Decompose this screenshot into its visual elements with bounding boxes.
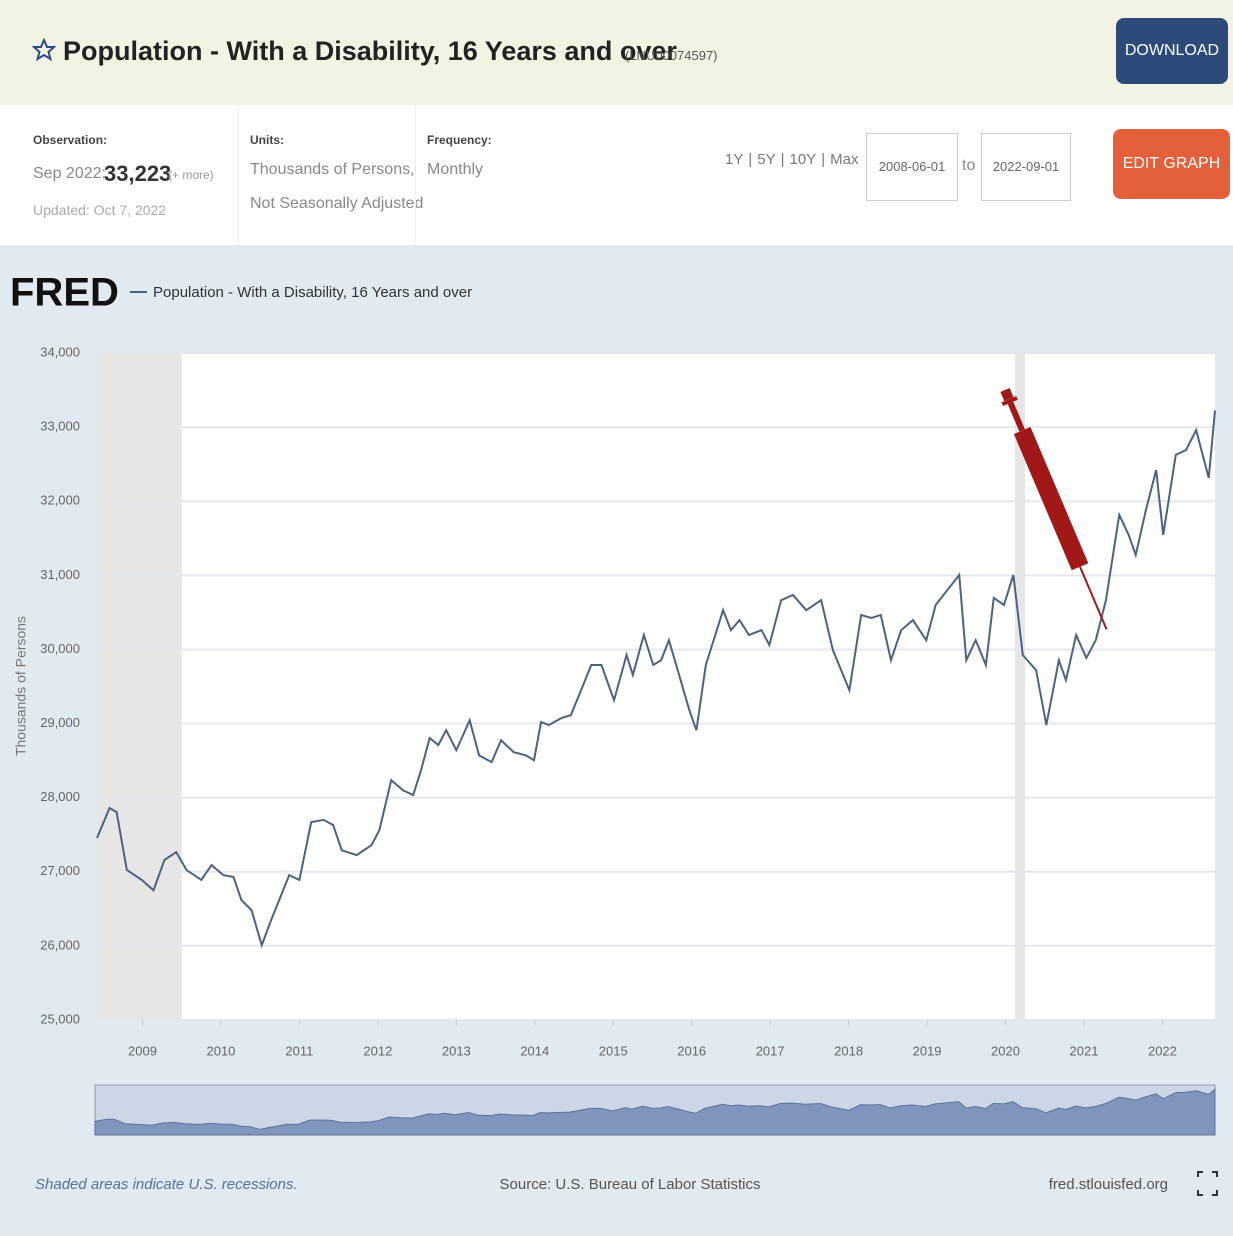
x-tick-label: 2022 <box>1148 1043 1177 1058</box>
y-tick-label: 27,000 <box>40 863 80 878</box>
y-tick-label: 32,000 <box>40 493 80 508</box>
x-tick-label: 2012 <box>363 1043 392 1058</box>
series-id: (LNU00074597) <box>625 48 718 63</box>
info-bar: Observation: Sep 2022: 33,223 (+ more) U… <box>0 105 1233 245</box>
x-tick-label: 2018 <box>834 1043 863 1058</box>
updated: Updated: Oct 7, 2022 <box>33 202 167 218</box>
x-tick-label: 2010 <box>206 1043 235 1058</box>
frequency: Monthly <box>427 161 484 178</box>
x-tick-label: 2009 <box>128 1043 157 1058</box>
range-link[interactable]: 1Y <box>725 151 744 168</box>
download-button[interactable]: DOWNLOAD <box>1116 18 1228 84</box>
x-tick-label: 2013 <box>442 1043 471 1058</box>
start-date-input[interactable]: 2008-06-01 <box>866 133 958 201</box>
navigator-area <box>94 1088 1216 1136</box>
star-icon[interactable] <box>32 38 56 62</box>
source: Source: U.S. Bureau of Labor Statistics <box>500 1176 761 1193</box>
observation-date: Sep 2022: <box>33 165 106 182</box>
range-link[interactable]: 10Y <box>789 151 817 168</box>
x-tick-label: 2020 <box>991 1043 1020 1058</box>
y-tick-label: 34,000 <box>40 344 80 359</box>
y-tick-label: 30,000 <box>40 641 80 656</box>
recession-note: Shaded areas indicate U.S. recessions. <box>35 1176 298 1193</box>
plot-area <box>97 353 1215 1020</box>
observation-label: Observation: <box>33 133 108 147</box>
units-label: Units: <box>250 133 284 147</box>
syringe-annotation <box>1000 388 1108 630</box>
units-line: Thousands of Persons, <box>250 161 415 178</box>
y-tick-label: 31,000 <box>40 567 80 582</box>
to-label: to <box>962 157 976 174</box>
y-tick-label: 33,000 <box>40 419 80 434</box>
data-line <box>96 410 1216 949</box>
x-tick-label: 2017 <box>756 1043 785 1058</box>
legend-label: Population - With a Disability, 16 Years… <box>153 284 472 301</box>
fred-logo: FRED <box>10 271 119 315</box>
y-tick-label: 28,000 <box>40 789 80 804</box>
separator: | <box>748 151 753 168</box>
title: Population - With a Disability, 16 Years… <box>63 36 677 66</box>
edit-graph-button[interactable]: EDIT GRAPH <box>1113 129 1230 199</box>
x-tick-label: 2019 <box>913 1043 942 1058</box>
more-link[interactable]: (+ more) <box>168 168 214 182</box>
site: fred.stlouisfed.org <box>1049 1176 1168 1193</box>
recession-shade <box>97 353 182 1020</box>
range-links: 1Y | 5Y | 10Y | Max <box>725 151 858 168</box>
divider <box>415 105 416 245</box>
x-tick-label: 2015 <box>599 1043 628 1058</box>
end-date-input[interactable]: 2022-09-01 <box>981 133 1071 201</box>
frequency-label: Frequency: <box>427 133 492 147</box>
x-tick-label: 2016 <box>677 1043 706 1058</box>
recession-shade <box>1014 353 1026 1020</box>
fullscreen-icon[interactable] <box>1197 1171 1218 1196</box>
range-link[interactable]: 5Y <box>757 151 776 168</box>
units-line: Not Seasonally Adjusted <box>250 195 424 212</box>
y-tick-label: 29,000 <box>40 715 80 730</box>
y-tick-label: 25,000 <box>40 1011 80 1026</box>
separator: | <box>821 151 826 168</box>
x-tick-label: 2011 <box>285 1043 313 1058</box>
x-tick-label: 2014 <box>520 1043 549 1058</box>
separator: | <box>780 151 785 168</box>
x-tick-label: 2021 <box>1070 1043 1099 1058</box>
y-axis-label: Thousands of Persons <box>13 616 29 756</box>
chart: FRED Population - With a Disability, 16 … <box>0 245 1233 1236</box>
y-tick-label: 26,000 <box>40 937 80 952</box>
range-link[interactable]: Max <box>830 151 859 168</box>
divider <box>238 105 239 245</box>
observation-value: 33,223 <box>104 161 172 186</box>
header: Population - With a Disability, 16 Years… <box>0 0 1233 105</box>
